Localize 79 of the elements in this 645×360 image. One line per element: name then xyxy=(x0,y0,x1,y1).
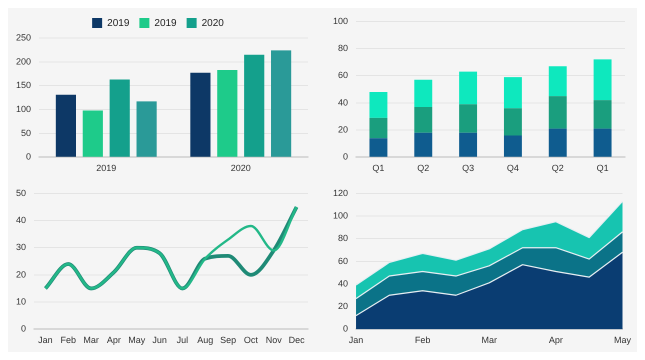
bar xyxy=(459,132,478,157)
y-tick-label: 40 xyxy=(338,97,348,108)
x-tick-label: Oct xyxy=(244,335,258,346)
y-tick-label: 0 xyxy=(343,324,348,334)
bar xyxy=(594,100,612,129)
x-tick-label: Q2 xyxy=(417,163,430,174)
bar xyxy=(136,101,157,157)
bar xyxy=(459,72,478,104)
y-tick-label: 10 xyxy=(16,296,26,307)
x-tick-label: Apr xyxy=(106,335,121,346)
x-tick-label: May xyxy=(128,335,146,346)
x-tick-label: Aug xyxy=(197,335,214,346)
x-tick-label: Jul xyxy=(176,335,188,346)
y-tick-label: 50 xyxy=(16,188,26,198)
y-tick-label: 200 xyxy=(16,56,32,66)
bar xyxy=(414,106,432,133)
y-tick-label: 120 xyxy=(332,188,348,198)
y-tick-label: 40 xyxy=(338,278,348,288)
legend-label: 2019 xyxy=(154,18,178,29)
y-tick-label: 0 xyxy=(20,324,26,334)
x-tick-label: 2020 xyxy=(230,163,251,174)
bar xyxy=(190,72,210,157)
y-tick-label: 20 xyxy=(338,301,348,312)
bar xyxy=(594,128,612,157)
x-tick-label: Jan xyxy=(38,335,53,346)
x-tick-label: 2019 xyxy=(96,163,116,174)
y-tick-label: 100 xyxy=(332,210,348,221)
x-tick-label: Q2 xyxy=(552,163,564,174)
y-tick-label: 40 xyxy=(16,215,26,226)
bar xyxy=(369,138,388,157)
x-tick-label: Apr xyxy=(548,335,563,346)
legend-label: 2020 xyxy=(202,18,224,29)
x-tick-label: Mar xyxy=(83,335,99,346)
x-tick-label: Q3 xyxy=(462,163,474,174)
x-tick-label: Jan xyxy=(348,335,364,346)
bar xyxy=(271,50,292,157)
y-tick-label: 100 xyxy=(16,104,32,114)
y-tick-label: 100 xyxy=(332,16,348,26)
bar xyxy=(504,135,522,157)
bar xyxy=(56,94,76,157)
y-tick-label: 0 xyxy=(343,152,348,162)
y-tick-label: 60 xyxy=(338,70,348,80)
y-tick-label: 80 xyxy=(338,233,348,244)
bar xyxy=(110,79,130,157)
y-tick-label: 20 xyxy=(16,269,26,280)
bar xyxy=(414,132,432,157)
bar xyxy=(594,59,612,100)
y-tick-label: 20 xyxy=(338,124,348,135)
bar xyxy=(369,118,388,138)
bar xyxy=(548,128,567,157)
bar xyxy=(504,77,522,108)
bar xyxy=(548,66,567,96)
bar xyxy=(369,92,388,118)
bar xyxy=(217,70,238,157)
bar xyxy=(548,96,567,129)
x-tick-label: Sep xyxy=(220,335,236,346)
legend-label: 2019 xyxy=(107,18,130,29)
x-tick-label: Feb xyxy=(414,335,430,346)
x-tick-label: Q1 xyxy=(372,163,384,174)
x-tick-label: Q4 xyxy=(506,163,519,174)
bar xyxy=(504,108,522,136)
bar xyxy=(244,54,264,157)
y-tick-label: 60 xyxy=(338,256,348,266)
x-tick-label: Mar xyxy=(482,335,498,346)
y-tick-label: 150 xyxy=(16,80,32,90)
y-tick-label: 30 xyxy=(16,242,26,252)
bar xyxy=(414,80,432,107)
x-tick-label: Feb xyxy=(60,335,76,346)
y-tick-label: 80 xyxy=(338,43,348,54)
x-tick-label: Nov xyxy=(266,335,282,346)
x-tick-label: Q1 xyxy=(596,163,609,174)
y-tick-label: 250 xyxy=(16,32,32,42)
y-tick-label: 50 xyxy=(21,128,32,138)
x-tick-label: May xyxy=(614,335,632,346)
bar xyxy=(82,110,103,157)
bar xyxy=(459,104,478,133)
y-tick-label: 0 xyxy=(26,152,32,162)
x-tick-label: Jun xyxy=(152,335,167,346)
x-tick-label: Dec xyxy=(288,335,306,346)
